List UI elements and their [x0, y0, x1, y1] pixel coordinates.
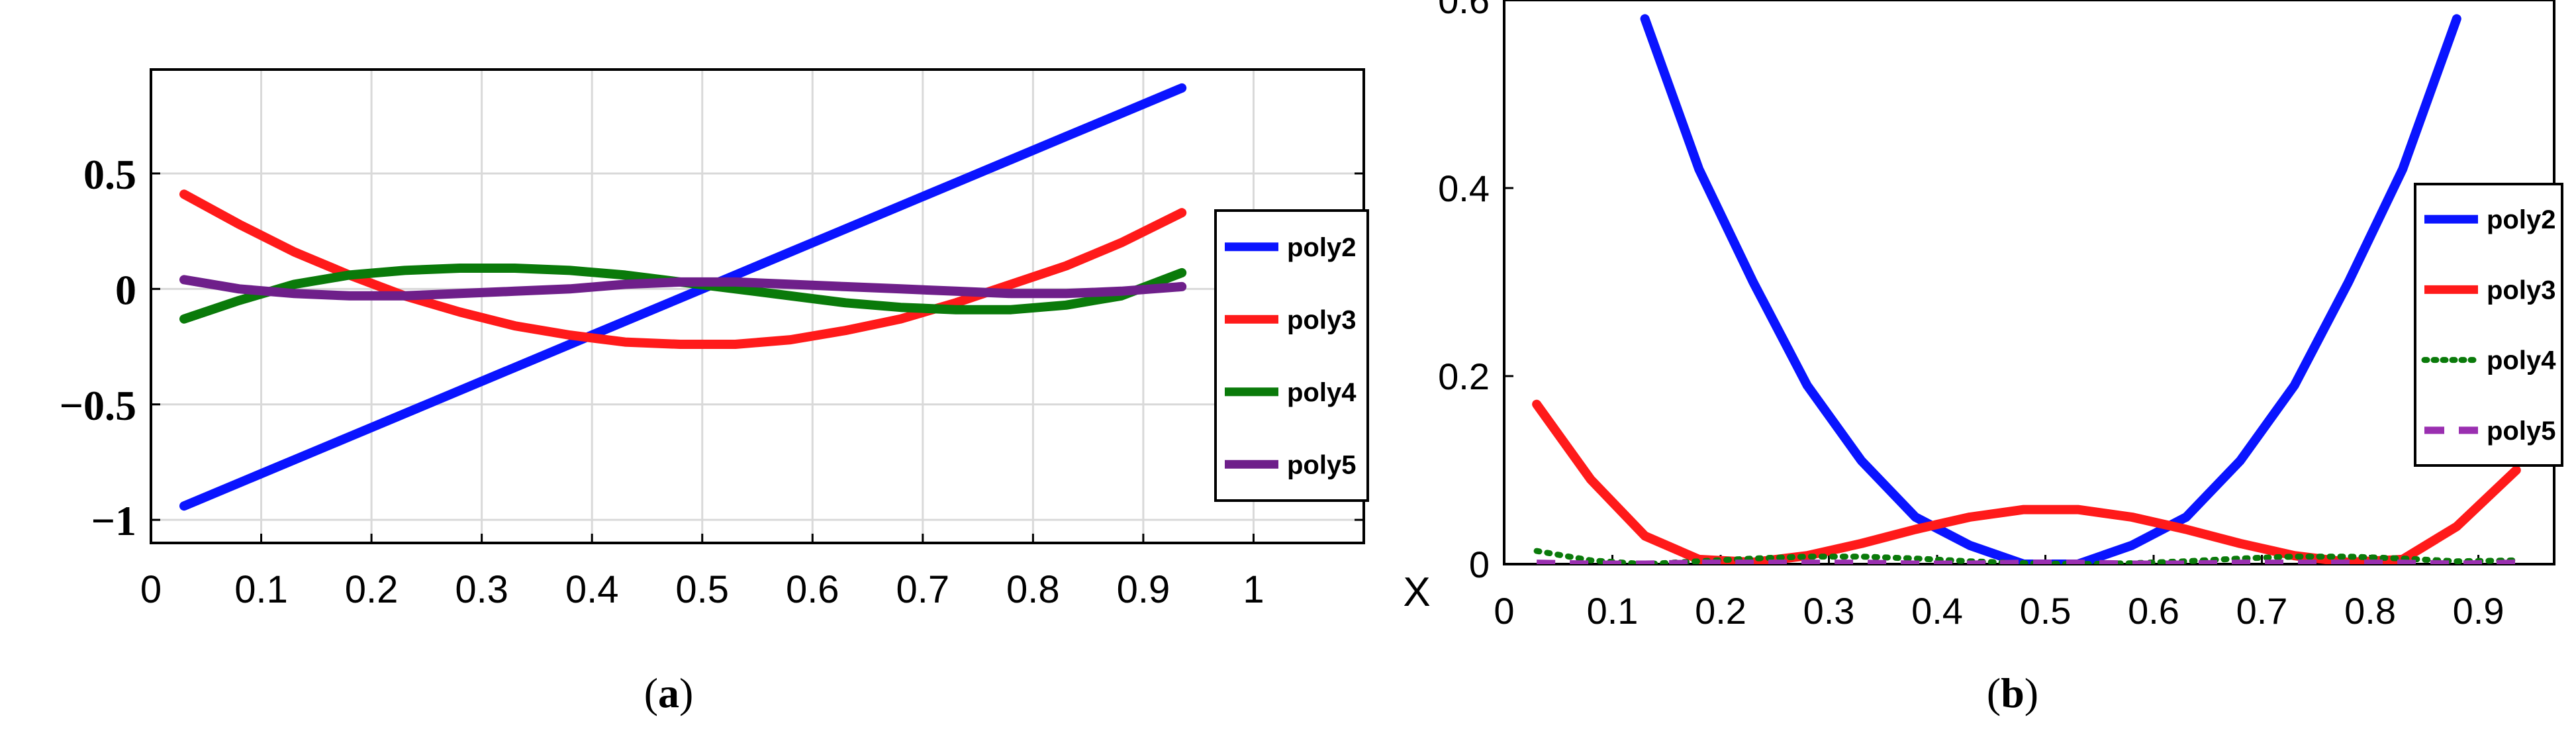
chart-a-ytick-label-0: 0.5 [83, 151, 136, 198]
chart-b-ytick-label-2: 0.4 [1438, 168, 1490, 209]
chart-a-legend-box [1214, 209, 1369, 502]
chart-b-xtick-label-2: 0.2 [1695, 590, 1746, 632]
chart-a-xtick-label-6: 0.6 [786, 568, 839, 611]
chart-b-xtick-label-8: 0.8 [2344, 590, 2396, 632]
chart-a-xtick-label-10: 1 [1243, 568, 1264, 611]
chart-a-xtick-label-1: 0.1 [234, 568, 288, 611]
chart-b-series-line-poly2 [1640, 14, 2461, 564]
chart-b-series-line-poly4 [1533, 548, 2520, 564]
caption-b-open: ( [1986, 669, 2001, 716]
chart-b-xtick-label-0: 0 [1494, 590, 1514, 632]
chart-a-series-group [179, 83, 1187, 511]
chart-a-ytick-label-2: −0.5 [60, 382, 136, 429]
chart-a: 0 0.1 0.2 0.3 0.4 0.5 0.6 0.7 0.8 0.9 1 0.5 0 −0.5 −1 X… [60, 68, 1431, 615]
chart-b-xtick-label-9: 0.9 [2453, 590, 2504, 632]
chart-a-series-line-poly5 [179, 275, 1187, 301]
chart-b-xtick-label-1: 0.1 [1587, 590, 1639, 632]
chart-b-ytick-label-3: 0.6 [1438, 0, 1490, 21]
chart-b-legend-label-poly3: poly3 [2487, 275, 2555, 305]
chart-b: 00.10.20.30.40.50.60.70.80.900.20.40.6Xp… [1438, 0, 2563, 632]
chart-b-xtick-label-3: 0.3 [1803, 590, 1855, 632]
chart-b-series-line-poly5 [1537, 560, 2516, 564]
chart-a-legend-label-poly2: poly2 [1287, 233, 1356, 262]
chart-b-xtick-label-4: 0.4 [1911, 590, 1963, 632]
chart-a-ytick-label-3: −1 [91, 497, 136, 544]
caption-a-open: ( [644, 669, 658, 716]
chart-a-ytick-label-1: 0 [115, 266, 136, 313]
chart-a-xtick-label-5: 0.5 [675, 568, 729, 611]
chart-b-legend-label-poly4: poly4 [2487, 346, 2556, 375]
chart-b-xtick-label-5: 0.5 [2020, 590, 2072, 632]
chart-a-legend-label-poly3: poly3 [1287, 305, 1356, 334]
chart-a-xtick-label-0: 0 [140, 568, 162, 611]
chart-b-ytick-label-1: 0.2 [1438, 356, 1490, 397]
caption-a-close: ) [679, 669, 694, 716]
caption-a: (a) [596, 669, 741, 718]
chart-b-legend-label-poly2: poly2 [2487, 205, 2555, 234]
chart-b-series-group [1532, 14, 2521, 564]
caption-b-close: ) [2024, 669, 2039, 716]
caption-b: (b) [1940, 669, 2085, 718]
chart-a-xtick-label-4: 0.4 [565, 568, 619, 611]
chart-a-xtick-label-8: 0.8 [1006, 568, 1060, 611]
chart-a-xtick-label-3: 0.3 [455, 568, 508, 611]
caption-a-letter: a [658, 669, 679, 716]
chart-a-xtick-label-7: 0.7 [896, 568, 949, 611]
caption-b-letter: b [2001, 669, 2025, 716]
chart-b-axes-box [1503, 0, 2555, 565]
chart-b-xtick-label-7: 0.7 [2236, 590, 2288, 632]
chart-b-ytick-label-0: 0 [1469, 544, 1490, 585]
chart-b-xtick-label-6: 0.6 [2128, 590, 2179, 632]
chart-a-xlabel: X [1403, 569, 1430, 615]
chart-b-legend-box [2414, 183, 2563, 467]
chart-a-xtick-label-2: 0.2 [345, 568, 399, 611]
chart-a-legend-label-poly5: poly5 [1287, 450, 1356, 479]
chart-a-legend-label-poly4: poly4 [1287, 378, 1357, 407]
chart-b-legend-label-poly5: poly5 [2487, 416, 2555, 446]
chart-a-axes-box [150, 68, 1365, 544]
chart-a-series-line-poly2 [179, 83, 1187, 511]
chart-a-xtick-label-9: 0.9 [1117, 568, 1170, 611]
chart-b-series-line-poly3 [1532, 399, 2521, 564]
